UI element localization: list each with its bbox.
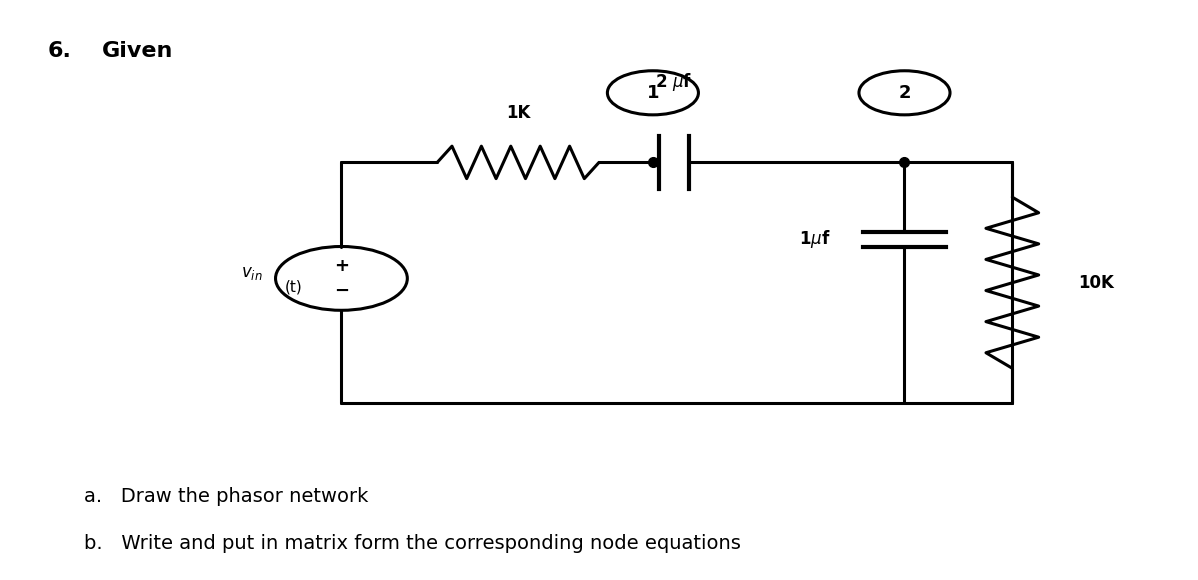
Text: 10K: 10K	[1078, 274, 1114, 292]
Text: 1K: 1K	[506, 104, 531, 122]
Text: $v_{in}$: $v_{in}$	[241, 263, 262, 282]
Text: 1$\mu$f: 1$\mu$f	[799, 229, 830, 250]
Text: 2 $\mu$f: 2 $\mu$f	[655, 71, 692, 93]
Text: Given: Given	[102, 41, 174, 60]
Text: +: +	[334, 256, 349, 275]
Text: 2: 2	[898, 84, 910, 102]
Text: −: −	[334, 282, 349, 300]
Text: b.   Write and put in matrix form the corresponding node equations: b. Write and put in matrix form the corr…	[84, 534, 740, 553]
Text: 1: 1	[647, 84, 659, 102]
Text: 6.: 6.	[48, 41, 72, 60]
Text: (t): (t)	[285, 280, 302, 295]
Text: a.   Draw the phasor network: a. Draw the phasor network	[84, 487, 368, 506]
